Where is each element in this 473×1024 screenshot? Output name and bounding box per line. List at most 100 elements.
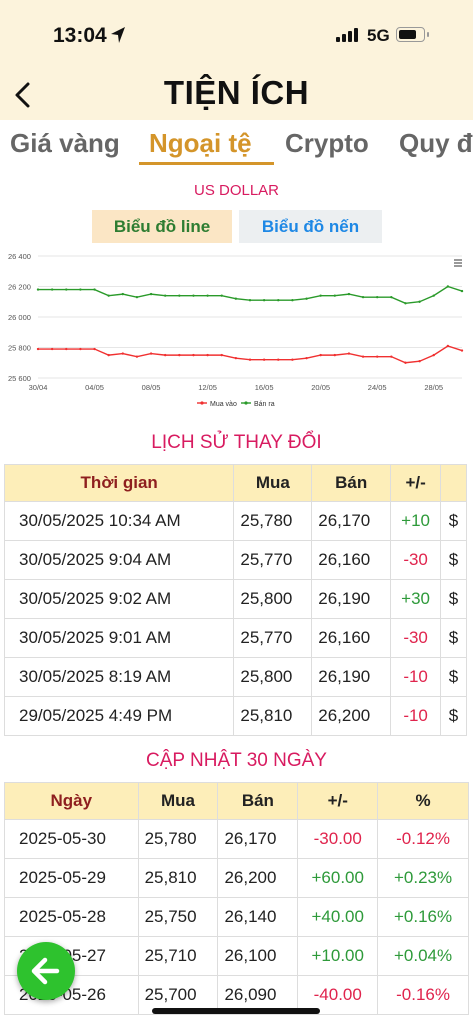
x-tick-label: 30/04 [29, 383, 48, 392]
data-point [262, 299, 266, 302]
legend-marker [244, 401, 248, 405]
daily-sell: 26,200 [217, 858, 299, 898]
tab-gold[interactable]: Giá vàng [10, 128, 120, 158]
daily-date: 2025-05-29 [4, 858, 139, 898]
data-point [291, 358, 294, 361]
data-point [319, 353, 322, 357]
legend-label: Bán ra [254, 401, 275, 408]
data-point [135, 295, 139, 299]
history-buy: 25,770 [233, 540, 313, 580]
daily-change: +40.00 [297, 897, 379, 937]
daily-row: 2025-05-29 25,810 26,200 +60.00 +0.23% [4, 858, 469, 898]
x-tick-label: 28/05 [424, 383, 443, 392]
daily-percent: -0.12% [377, 819, 469, 859]
data-point [446, 285, 450, 288]
history-currency: $ [440, 696, 467, 736]
data-point [220, 294, 223, 297]
data-point [376, 355, 379, 358]
history-sell: 26,190 [311, 657, 392, 697]
data-point [333, 294, 336, 297]
daily-percent: +0.16% [377, 897, 469, 937]
data-point [220, 353, 223, 357]
back-chevron-icon[interactable] [10, 80, 36, 110]
history-change: -30 [390, 540, 442, 580]
header-time: Thời gian [3, 464, 235, 502]
history-sell: 26,170 [311, 501, 392, 541]
legend-marker [200, 401, 204, 405]
y-tick-label: 25 800 [8, 344, 31, 353]
data-point [164, 353, 167, 357]
history-row: 30/05/2025 9:01 AM 25,770 26,160 -30 $ [3, 618, 467, 658]
data-point [376, 295, 379, 299]
back-fab-button[interactable] [17, 942, 75, 1000]
header-sell: Bán [217, 782, 299, 820]
data-point [460, 349, 464, 352]
data-point [446, 344, 450, 348]
header-percent: % [377, 782, 469, 820]
daily-table-header: Ngày Mua Bán +/- % [4, 782, 469, 820]
history-row: 30/05/2025 9:04 AM 25,770 26,160 -30 $ [3, 540, 467, 580]
candle-chart-button[interactable]: Biểu đồ nến [239, 210, 382, 243]
y-tick-label: 26 400 [8, 252, 31, 261]
daily-row: 2025-05-28 25,750 26,140 +40.00 +0.16% [4, 897, 469, 937]
tab-foreign-currency[interactable]: Ngoại tệ [149, 128, 252, 158]
data-point [93, 288, 96, 291]
daily-buy: 25,780 [137, 819, 219, 859]
history-time: 29/05/2025 4:49 PM [3, 696, 235, 736]
history-time: 30/05/2025 9:02 AM [3, 579, 235, 619]
data-point [234, 297, 238, 300]
daily-sell: 26,100 [217, 936, 299, 976]
daily-change: +60.00 [297, 858, 379, 898]
data-point [65, 347, 68, 351]
x-tick-label: 16/05 [255, 383, 274, 392]
history-change: -10 [390, 657, 442, 697]
data-point [347, 292, 351, 296]
history-change: -30 [390, 618, 442, 658]
data-point [178, 353, 181, 357]
page-title: TIỆN ÍCH [163, 74, 310, 111]
daily-table: Ngày Mua Bán +/- % 2025-05-30 25,780 26,17… [4, 782, 469, 1015]
data-point [277, 299, 280, 302]
daily-buy: 25,710 [137, 936, 219, 976]
data-point [418, 300, 421, 303]
data-point [277, 358, 280, 361]
exchange-rate-chart: 25 600 25 800 26 000 26 200 26 400 30/04 04/05… [8, 252, 464, 408]
history-time: 30/05/2025 9:04 AM [3, 540, 235, 580]
category-tabs: Giá vàng Ngoại tệ Crypto Quy đ [0, 120, 473, 170]
data-point [135, 355, 139, 358]
data-point [121, 352, 125, 355]
data-point [248, 299, 252, 302]
history-sell: 26,160 [311, 540, 392, 580]
tab-crypto[interactable]: Crypto [285, 128, 369, 158]
x-tick-label: 04/05 [85, 383, 104, 392]
currency-name: US DOLLAR [193, 182, 280, 199]
history-change: +30 [390, 579, 442, 619]
data-point [206, 353, 209, 357]
data-point [361, 295, 365, 299]
line-chart-button[interactable]: Biểu đồ line [92, 210, 232, 243]
history-buy: 25,780 [233, 501, 313, 541]
status-time: 13:04 [53, 24, 107, 47]
x-tick-label: 08/05 [142, 383, 161, 392]
network-type: 5G [367, 26, 390, 45]
data-point [79, 288, 82, 291]
app-header [0, 0, 473, 120]
data-point [390, 295, 393, 299]
data-point [432, 294, 435, 297]
data-point [390, 355, 393, 358]
daily-sell: 26,140 [217, 897, 299, 937]
daily-buy: 25,810 [137, 858, 219, 898]
data-point [36, 347, 40, 351]
header-change: +/- [390, 464, 442, 502]
location-arrow-icon [111, 27, 125, 43]
daily-percent: -0.16% [377, 975, 469, 1015]
battery-icon [396, 27, 429, 42]
tab-more[interactable]: Quy đ [399, 128, 473, 158]
daily-percent: +0.04% [377, 936, 469, 976]
daily-change: -30.00 [297, 819, 379, 859]
data-point [121, 292, 125, 296]
history-change: -10 [390, 696, 442, 736]
data-point [206, 294, 209, 297]
daily-buy: 25,750 [137, 897, 219, 937]
history-currency: $ [440, 579, 467, 619]
